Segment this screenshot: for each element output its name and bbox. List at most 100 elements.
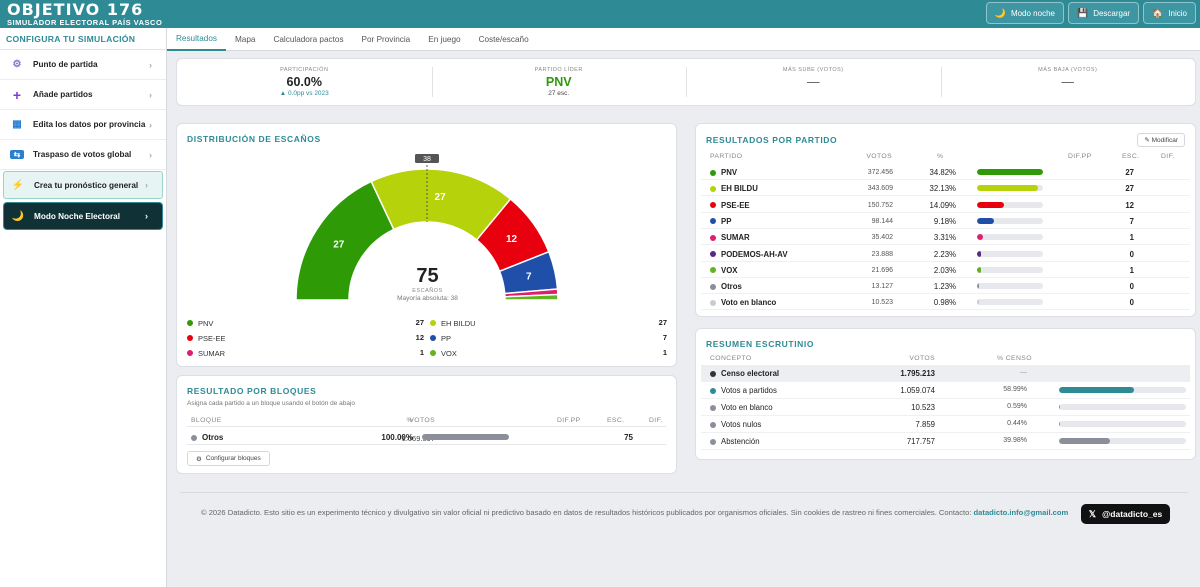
concept-votes: 7.859	[915, 420, 935, 429]
legend-item: SUMAR	[187, 347, 225, 359]
sidebar-item-starting-point[interactable]: ⚙ Punto de partida ›	[0, 50, 166, 80]
concept-bar	[1059, 438, 1186, 444]
brand[interactable]: OBJETIVO 176 SIMULADOR ELECTORAL PAÍS VA…	[0, 1, 162, 27]
block-votes: 1.069.597	[401, 434, 435, 443]
party-votes: 35.402	[871, 234, 893, 242]
concept-votes: 1.795.213	[900, 369, 935, 378]
legend-item: PP	[430, 332, 451, 344]
night-mode-button[interactable]: 🌙 Modo noche	[985, 2, 1064, 24]
sidebar: CONFIGURA TU SIMULACIÓN ⚙ Punto de partid…	[0, 28, 167, 587]
party-seats: 27	[1125, 184, 1134, 194]
party-seats: 1	[1129, 233, 1134, 243]
concept-color-dot	[710, 404, 716, 411]
legend-item: VOX	[430, 347, 457, 359]
party-name: Otros	[721, 282, 742, 292]
party-seats: 1	[1129, 265, 1134, 275]
hemicycle-segment-vox[interactable]	[504, 293, 559, 301]
tab-cost-seat[interactable]: Coste/escaño	[478, 35, 529, 44]
party-color-dot	[710, 185, 716, 192]
tab-pacts[interactable]: Calculadora pactos	[273, 35, 344, 44]
party-name: Voto en blanco	[721, 298, 777, 308]
chevron-right-icon: ›	[149, 149, 152, 160]
concept-name: Voto en blanco	[721, 403, 773, 412]
party-share-bar	[977, 250, 1043, 257]
party-pct: 34.82%	[929, 168, 956, 177]
col-votos: VOTOS	[866, 153, 892, 160]
legend-color-dot	[187, 350, 193, 356]
segment-label: 12	[506, 234, 518, 245]
party-seats: 12	[1125, 200, 1134, 210]
legend-name: PSE-EE	[198, 333, 226, 343]
block-pct: 100.00%	[381, 433, 413, 442]
table-row: Voto en blanco 10.523 0.98% 0	[701, 294, 1190, 311]
sidebar-item-vote-transfer[interactable]: ⇆ Traspaso de votos global ›	[0, 140, 166, 170]
x-logo-icon: 𝕏	[1088, 508, 1096, 519]
seats-hemicycle: 27 27 12 7 38	[295, 154, 559, 301]
block-seats: 75	[624, 433, 633, 442]
kpi-sub: ▲ 0.0pp vs 2023	[279, 90, 329, 97]
party-votes: 10.523	[871, 299, 893, 307]
tab-map[interactable]: Mapa	[234, 35, 256, 44]
sidebar-item-edit-province[interactable]: ▦ Edita los datos por provincia ›	[0, 110, 166, 140]
col-dif: DIF.	[649, 417, 663, 424]
concept-bar	[1059, 387, 1186, 393]
party-pct: 9.18%	[933, 216, 956, 226]
kpi-most-down: MÁS BAJA (VOTOS) —	[940, 59, 1196, 105]
chevron-right-icon: ›	[149, 89, 152, 100]
bolt-icon: ⚡	[11, 179, 25, 191]
majority-badge	[415, 154, 439, 163]
sidebar-item-add-parties[interactable]: + Añade partidos ›	[0, 80, 166, 110]
contact-email-link[interactable]: datadicto.info@gmail.com	[973, 508, 1069, 517]
concept-votes: 1.059.074	[900, 386, 935, 395]
sidebar-item-election-night[interactable]: 🌙 Modo Noche Electoral ›	[3, 202, 163, 230]
legend-color-dot	[187, 335, 193, 341]
concept-bar	[1059, 404, 1186, 410]
party-share-bar	[977, 234, 1043, 241]
concept-name: Censo electoral	[721, 369, 780, 378]
col-dif: DIF.	[1161, 153, 1175, 160]
col-esc: ESC.	[1122, 153, 1140, 160]
results-title: RESULTADOS POR PARTIDO	[706, 135, 838, 145]
sidebar-item-label: Punto de partida	[33, 60, 98, 69]
party-votes: 23.888	[871, 250, 893, 258]
legend-seats: 7	[662, 333, 667, 342]
concept-color-dot	[710, 421, 716, 428]
kpi-value: —	[807, 75, 820, 89]
party-name: VOX	[721, 265, 738, 275]
party-share-bar	[977, 201, 1043, 208]
kpi-label: PARTICIPACIÓN	[280, 67, 329, 73]
col-concepto: CONCEPTO	[710, 355, 752, 362]
legend-name: PP	[441, 333, 452, 343]
sidebar-item-label: Edita los datos por provincia	[33, 120, 146, 129]
legend-color-dot	[187, 320, 193, 326]
party-name: PODEMOS-AH-AV	[721, 249, 788, 259]
table-row: VOX 21.696 2.03% 1	[701, 262, 1190, 278]
concept-pct: 58.99%	[1003, 386, 1027, 393]
tab-province[interactable]: Por Provincia	[361, 35, 411, 44]
party-pct: 1.23%	[933, 282, 956, 292]
table-row: SUMAR 35.402 3.31% 1	[701, 229, 1190, 246]
sidebar-item-label: Crea tu pronóstico general	[34, 180, 139, 190]
chevron-right-icon: ›	[145, 211, 148, 221]
concept-pct: 0.44%	[1007, 420, 1027, 427]
legend-color-dot	[430, 335, 436, 341]
download-button[interactable]: 💾 Descargar	[1067, 2, 1140, 24]
modify-button[interactable]: ✎ Modificar	[1137, 133, 1185, 147]
home-label: Inicio	[1168, 8, 1187, 18]
x-profile-button[interactable]: 𝕏 @datadicto_es	[1081, 504, 1170, 524]
kpi-value: 60.0%	[286, 75, 322, 89]
kpi-turnout: PARTICIPACIÓN 60.0% ▲ 0.0pp vs 2023	[177, 59, 432, 105]
configure-blocks-button[interactable]: ⚙ Configurar bloques	[187, 451, 270, 466]
col-votos: VOTOS	[909, 355, 935, 362]
total-seats: 75	[416, 265, 439, 287]
tab-results[interactable]: Resultados	[167, 28, 226, 51]
concept-votes: 10.523	[911, 403, 935, 412]
tab-at-stake[interactable]: En juego	[428, 35, 461, 44]
sidebar-item-forecast[interactable]: ⚡ Crea tu pronóstico general ›	[3, 171, 163, 199]
map-icon: ▦	[12, 119, 22, 130]
table-row: PNV 372.456 34.82% 27	[701, 164, 1190, 180]
party-name: SUMAR	[721, 233, 750, 243]
home-button[interactable]: 🏠 Inicio	[1143, 2, 1196, 24]
party-seats: 7	[1129, 216, 1134, 226]
party-share-bar	[977, 169, 1043, 175]
